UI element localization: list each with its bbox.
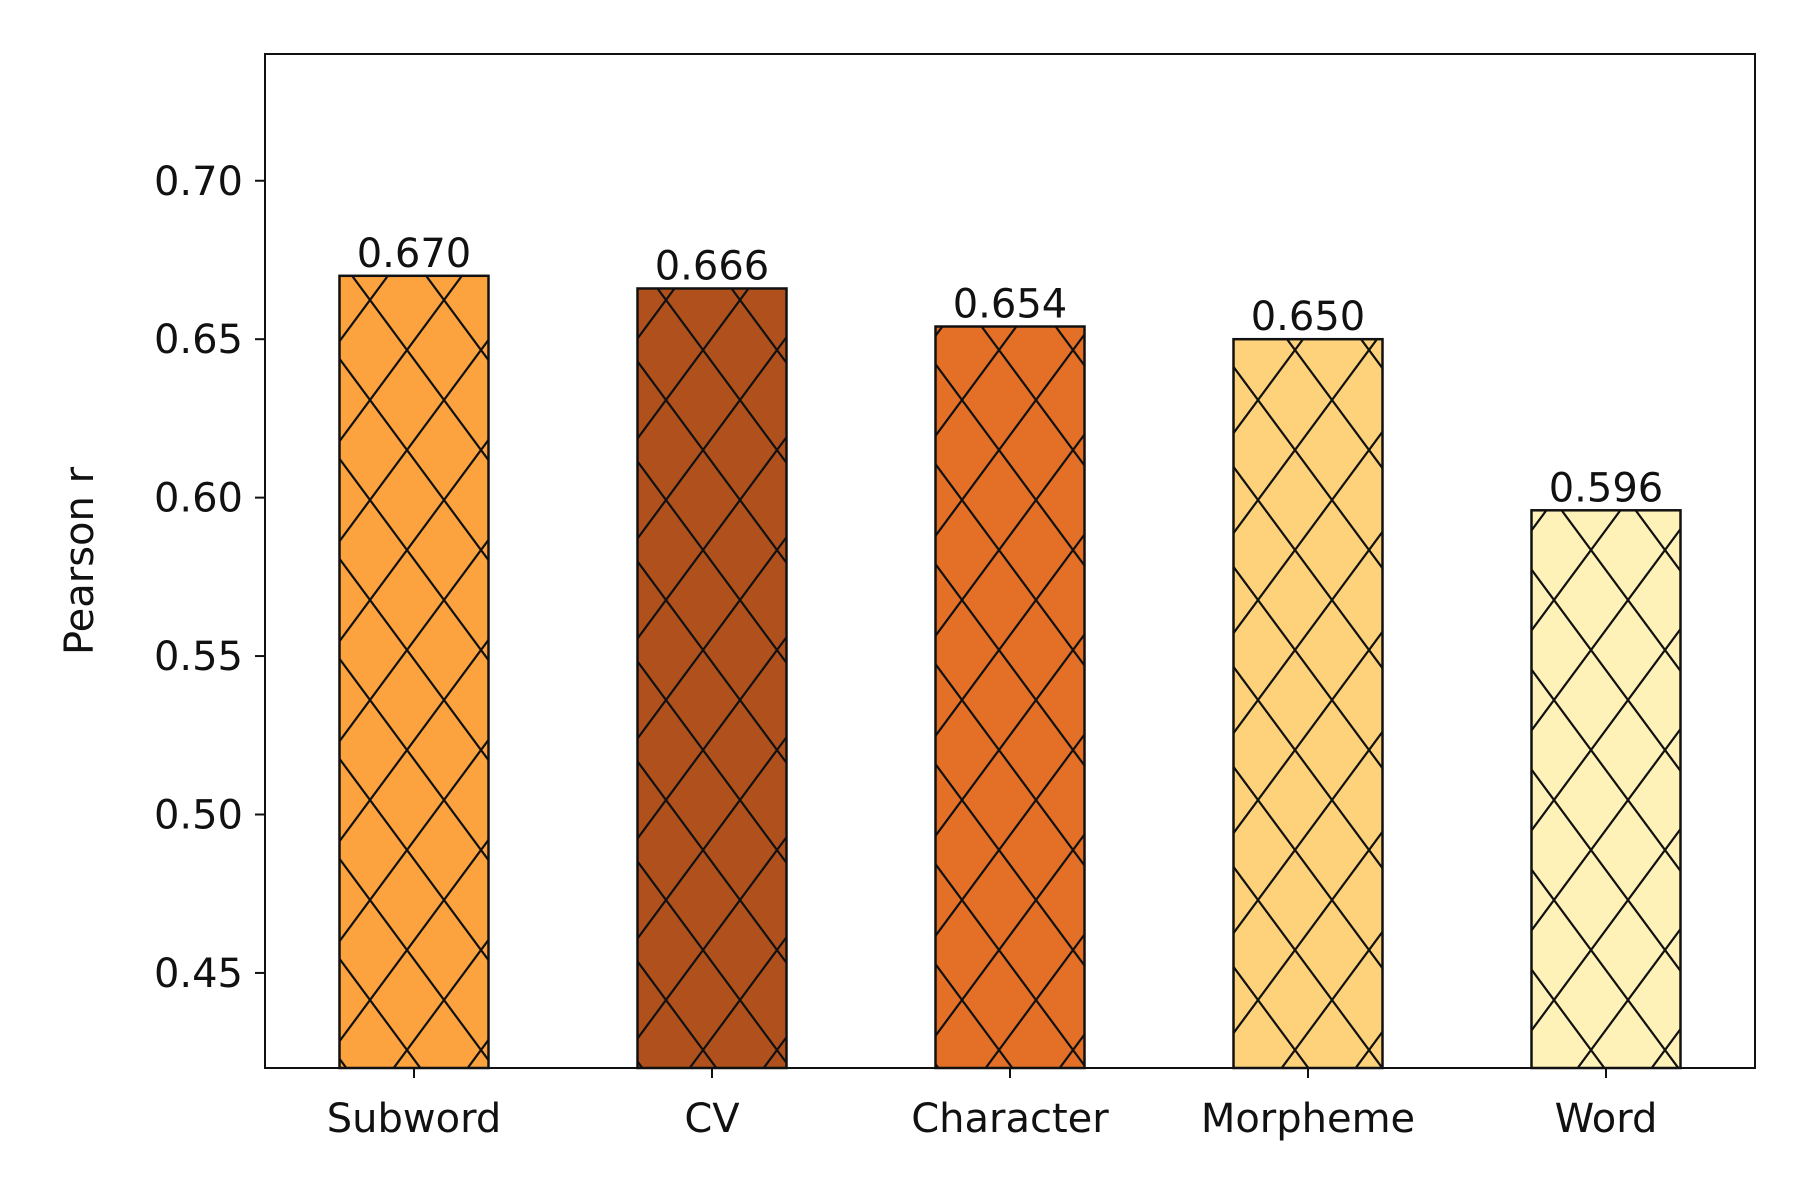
bar-hatch-character (934, 325, 1086, 1070)
bars-group: 0.670 0.666 0.654 0.650 0.596 (338, 231, 1682, 1070)
x-tick-label: Character (911, 1096, 1109, 1142)
x-tick-label: Word (1555, 1096, 1658, 1142)
x-tick-label: Morpheme (1201, 1096, 1415, 1142)
y-axis: 0.45 0.50 0.55 0.60 0.65 0.70 (154, 159, 265, 997)
y-tick-label: 0.50 (154, 793, 243, 839)
bar-value-label: 0.670 (357, 231, 472, 277)
bar-hatch-word (1530, 509, 1682, 1070)
bar-hatch-subword (338, 274, 490, 1070)
y-tick-label: 0.65 (154, 317, 243, 363)
bar-value-label: 0.654 (953, 282, 1068, 328)
y-tick-label: 0.70 (154, 159, 243, 205)
x-tick-label: Subword (327, 1096, 501, 1142)
x-tick-label: CV (684, 1096, 740, 1142)
bar-value-label: 0.666 (655, 243, 770, 289)
y-tick-label: 0.60 (154, 476, 243, 522)
y-tick-label: 0.55 (154, 634, 243, 680)
bar-hatch-morpheme (1232, 337, 1384, 1070)
y-axis-label: Pearson r (57, 466, 103, 655)
bar-value-label: 0.650 (1251, 294, 1366, 340)
bar-value-label: 0.596 (1549, 465, 1664, 511)
y-tick-label: 0.45 (154, 951, 243, 997)
bar-hatch-cv (636, 287, 788, 1070)
x-axis: Subword CV Character Morpheme Word (327, 1068, 1658, 1142)
